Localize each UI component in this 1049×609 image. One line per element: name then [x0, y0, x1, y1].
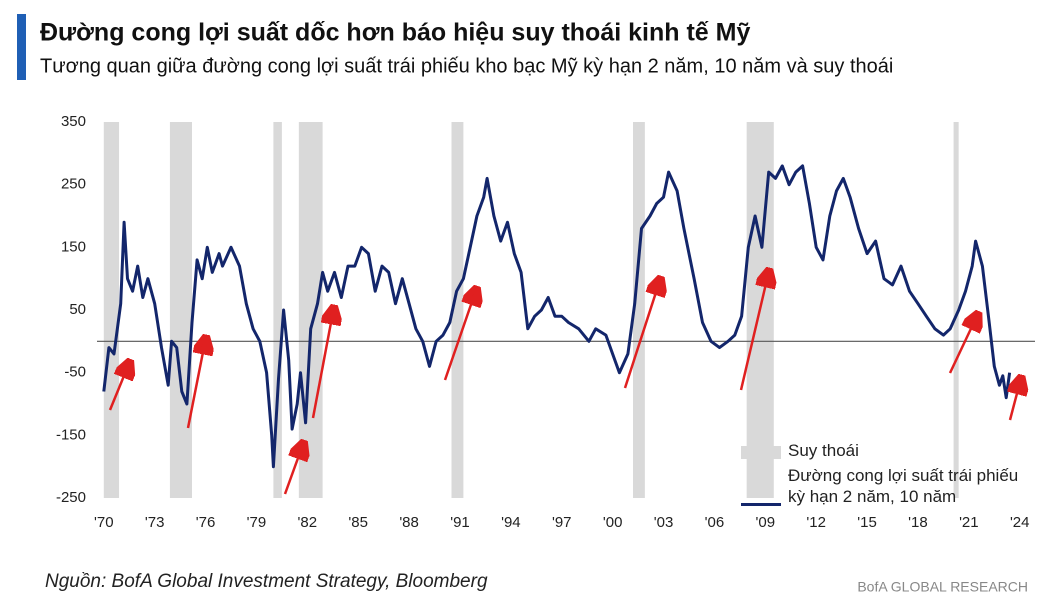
x-tick-label: '03 [654, 514, 674, 531]
x-tick-label: '88 [399, 514, 419, 531]
recession-band [633, 122, 645, 498]
x-tick-label: '94 [501, 514, 521, 531]
y-tick-label: -150 [56, 426, 86, 443]
recession-band [169, 122, 192, 498]
x-tick-label: '79 [247, 514, 267, 531]
recession-band [953, 122, 959, 498]
y-tick-label: 50 [69, 301, 86, 318]
brand: BofA GLOBAL RESEARCH [857, 579, 1028, 595]
legend: Suy thoái Đường cong lợi suất trái phiếu… [741, 440, 1041, 511]
x-tick-label: '70 [94, 514, 114, 531]
source: Nguồn: BofA Global Investment Strategy, … [45, 571, 488, 592]
x-tick-label: '15 [857, 514, 877, 531]
x-tick-label: '97 [552, 514, 572, 531]
x-tick-label: '00 [603, 514, 623, 531]
legend-item: Đường cong lợi suất trái phiếu kỳ hạn 2 … [741, 465, 1041, 507]
x-tick-label: '82 [298, 514, 318, 531]
legend-label: Suy thoái [788, 441, 859, 460]
chart-title: Đường cong lợi suất dốc hơn báo hiệu suy… [40, 19, 750, 47]
yield-curve-line [102, 164, 1012, 469]
x-tick-label: '12 [806, 514, 826, 531]
recession-band [273, 122, 282, 498]
recession-band [451, 122, 464, 498]
legend-item: Suy thoái [741, 440, 1041, 461]
legend-label: Đường cong lợi suất trái phiếu kỳ hạn 2 … [788, 466, 1019, 506]
recession-band [298, 122, 323, 498]
recession-band [103, 122, 120, 498]
arrows [108, 275, 1020, 495]
y-tick-label: 250 [61, 176, 86, 193]
x-tick-label: '73 [145, 514, 165, 531]
x-tick-label: '85 [348, 514, 368, 531]
title-accent [17, 14, 26, 80]
chart-subtitle: Tương quan giữa đường cong lợi suất trái… [40, 55, 893, 77]
y-tick-label: -250 [56, 489, 86, 506]
y-tick-label: 150 [61, 238, 86, 255]
x-tick-label: '76 [196, 514, 216, 531]
x-tick-label: '06 [705, 514, 725, 531]
legend-swatch [741, 503, 781, 506]
legend-swatch [741, 446, 781, 459]
x-tick-label: '18 [908, 514, 928, 531]
x-tick-label: '91 [450, 514, 470, 531]
y-tick-label: 350 [61, 113, 86, 130]
x-tick-label: '24 [1010, 514, 1030, 531]
x-tick-label: '09 [756, 514, 776, 531]
y-tick-label: -50 [64, 364, 86, 381]
x-tick-label: '21 [959, 514, 979, 531]
